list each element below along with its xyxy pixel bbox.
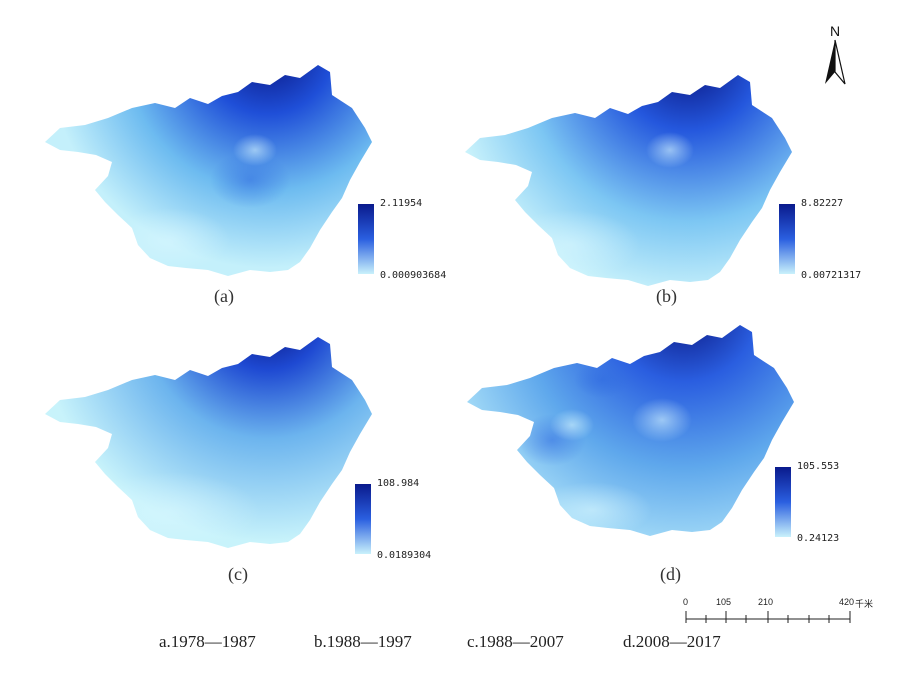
- scale-unit: 千米: [855, 599, 874, 609]
- legend-panel-a: 2.11954 0.000903684: [358, 198, 470, 281]
- north-arrow-icon: N: [825, 23, 846, 85]
- legend-min-value: 0.0189304: [377, 550, 432, 561]
- scale-bar-graphic: [685, 611, 851, 623]
- panel-label-d: (d): [660, 564, 681, 584]
- map-panel-b: [465, 75, 792, 286]
- legend-min-value: 0.000903684: [380, 270, 447, 281]
- scale-bar: 0 105 210 420 千米: [668, 597, 873, 633]
- caption-c: c.1988—2007: [467, 632, 564, 651]
- scale-tick-210: 210: [758, 597, 774, 607]
- north-arrow: N: [818, 22, 852, 88]
- legend-max-value: 108.984: [377, 478, 420, 489]
- caption-d: d.2008—2017: [623, 632, 721, 651]
- color-ramp: [779, 204, 795, 274]
- color-ramp: [358, 204, 374, 274]
- color-ramp: [355, 484, 371, 554]
- legend-panel-c: 108.984 0.0189304: [355, 478, 467, 561]
- legend-min-value: 0.00721317: [801, 270, 862, 281]
- legend-max-value: 8.82227: [801, 198, 844, 209]
- panel-label-a: (a): [214, 286, 234, 306]
- legend-panel-b: 8.82227 0.00721317: [779, 198, 891, 281]
- scale-tick-0: 0: [683, 597, 689, 607]
- legend-max-value: 2.11954: [380, 198, 423, 209]
- panel-label-b: (b): [656, 286, 677, 306]
- scale-tick-105: 105: [716, 597, 732, 607]
- color-ramp: [775, 467, 791, 537]
- caption-row: a.1978—1987 b.1988—1997 c.1988—2007 d.20…: [0, 632, 923, 658]
- scale-tick-420: 420: [839, 597, 855, 607]
- caption-b: b.1988—1997: [314, 632, 412, 651]
- caption-a: a.1978—1987: [159, 632, 256, 651]
- map-panel-d: [467, 325, 794, 536]
- panel-label-c: (c): [228, 564, 248, 584]
- north-label: N: [830, 23, 840, 39]
- map-panel-c: [45, 337, 372, 548]
- map-panel-a: [45, 65, 372, 276]
- legend-max-value: 105.553: [797, 461, 840, 472]
- legend-panel-d: 105.553 0.24123: [775, 461, 887, 544]
- legend-min-value: 0.24123: [797, 533, 840, 544]
